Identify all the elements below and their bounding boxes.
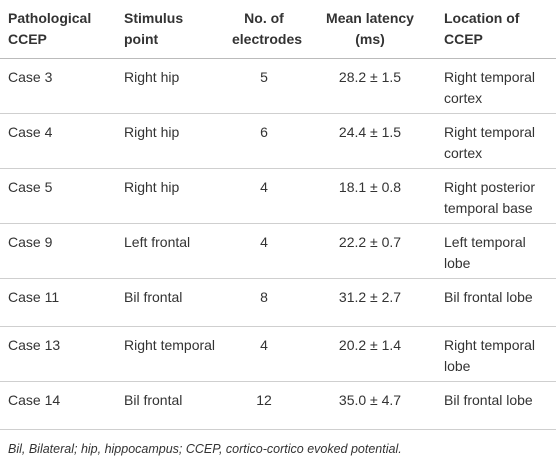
table-row: Case 13 Right temporal 4 20.2 ± 1.4 Right te… <box>0 326 556 382</box>
table-cell: 6 <box>224 113 304 169</box>
table-cell: 4 <box>224 326 304 382</box>
table-cell: Case 9 <box>0 223 116 279</box>
table-head: Pathological CCEP Stimulus point No. of el… <box>0 0 556 59</box>
table-row: Case 9 Left frontal 4 22.2 ± 0.7 Left tempor… <box>0 223 556 279</box>
table-row: Case 5 Right hip 4 18.1 ± 0.8 Right posterio… <box>0 168 556 224</box>
table-cell: 5 <box>224 58 304 114</box>
table-cell: Bil frontal lobe <box>436 381 556 430</box>
header-cell: Location of CCEP <box>436 0 556 59</box>
table-cell: 35.0 ± 4.7 <box>304 381 436 430</box>
table-cell: Right temporal cortex <box>436 113 556 169</box>
table-cell: Case 14 <box>0 381 116 430</box>
table-cell: 4 <box>224 223 304 279</box>
table-cell: 24.4 ± 1.5 <box>304 113 436 169</box>
table-cell: Right hip <box>116 113 224 169</box>
table-cell: Right hip <box>116 168 224 224</box>
header-cell: No. of electrodes <box>224 0 304 59</box>
table-row: Case 14 Bil frontal 12 35.0 ± 4.7 Bil fronta… <box>0 381 556 430</box>
table-row: Case 4 Right hip 6 24.4 ± 1.5 Right temporal… <box>0 113 556 169</box>
header-cell: Pathological CCEP <box>0 0 116 59</box>
table-cell: Case 4 <box>0 113 116 169</box>
table-cell: 31.2 ± 2.7 <box>304 278 436 327</box>
table-cell: 20.2 ± 1.4 <box>304 326 436 382</box>
header-cell: Stimulus point <box>116 0 224 59</box>
table-cell: Case 5 <box>0 168 116 224</box>
table-cell: 22.2 ± 0.7 <box>304 223 436 279</box>
table-cell: 28.2 ± 1.5 <box>304 58 436 114</box>
footnote: Bil, Bilateral; hip, hippocampus; CCEP, … <box>8 442 402 456</box>
header-cell: Mean latency (ms) <box>304 0 436 59</box>
table-cell: Case 3 <box>0 58 116 114</box>
table-cell: Case 11 <box>0 278 116 327</box>
table-cell: Right temporal lobe <box>436 326 556 382</box>
table-cell: Bil frontal <box>116 278 224 327</box>
table: Pathological CCEP Stimulus point No. of el… <box>0 0 556 430</box>
table-cell: 18.1 ± 0.8 <box>304 168 436 224</box>
table-cell: Left temporal lobe <box>436 223 556 279</box>
table-row: Case 3 Right hip 5 28.2 ± 1.5 Right temporal… <box>0 58 556 114</box>
table-cell: Right temporal <box>116 326 224 382</box>
table-cell: 8 <box>224 278 304 327</box>
table-cell: Left frontal <box>116 223 224 279</box>
table-cell: 12 <box>224 381 304 430</box>
table-cell: Case 13 <box>0 326 116 382</box>
table-cell: Right posterior temporal base <box>436 168 556 224</box>
table-cell: Bil frontal <box>116 381 224 430</box>
table-cell: Right hip <box>116 58 224 114</box>
table-cell: Right temporal cortex <box>436 58 556 114</box>
table-cell: 4 <box>224 168 304 224</box>
header-row: Pathological CCEP Stimulus point No. of el… <box>0 0 556 59</box>
table-body: Case 3 Right hip 5 28.2 ± 1.5 Right temporal… <box>0 58 556 430</box>
table-row: Case 11 Bil frontal 8 31.2 ± 2.7 Bil frontal… <box>0 278 556 327</box>
table-cell: Bil frontal lobe <box>436 278 556 327</box>
